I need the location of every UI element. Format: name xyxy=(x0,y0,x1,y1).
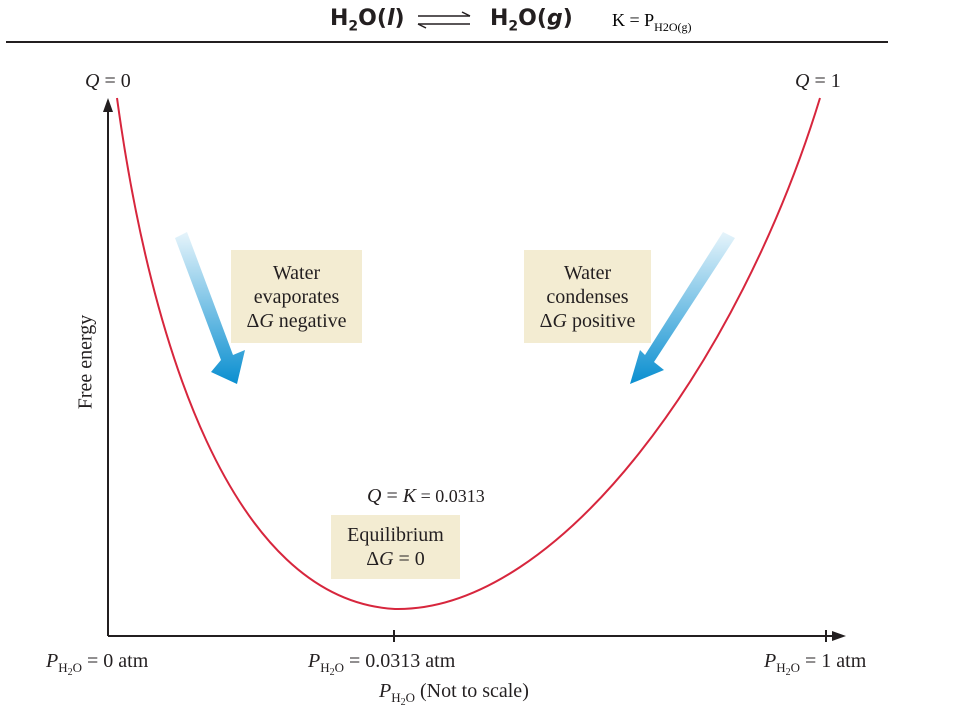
equilibrium-arrows xyxy=(417,11,471,29)
q-one-label: Q = 1 xyxy=(795,70,841,92)
q-zero-label: Q = 0 xyxy=(85,70,131,92)
product-formula: H2O(g) xyxy=(490,6,573,35)
q-equals-k-label: Q = K = 0.0313 xyxy=(367,485,485,507)
evaporates-box: Water evaporates ΔG negative xyxy=(231,250,362,343)
x-tick-label-equilibrium: PH2O = 0.0313 atm xyxy=(308,650,456,678)
equilibrium-box: Equilibrium ΔG = 0 xyxy=(331,515,460,579)
reactant-formula: H2O(l) xyxy=(330,6,405,35)
evaporation-arrow xyxy=(175,232,245,384)
y-axis-arrowhead xyxy=(103,98,113,112)
condensation-arrow xyxy=(630,232,735,384)
y-axis-label: Free energy xyxy=(74,314,97,410)
x-axis-arrowhead xyxy=(832,631,846,641)
x-tick-label-one: PH2O = 1 atm xyxy=(764,650,867,678)
x-tick-label-zero: PH2O = 0 atm xyxy=(46,650,149,678)
x-axis-label: PH2O (Not to scale) xyxy=(379,680,529,708)
k-expression: K = PH2O(g) xyxy=(612,10,692,34)
header-divider xyxy=(6,41,888,43)
condenses-box: Water condenses ΔG positive xyxy=(524,250,651,343)
free-energy-curve xyxy=(116,97,821,611)
